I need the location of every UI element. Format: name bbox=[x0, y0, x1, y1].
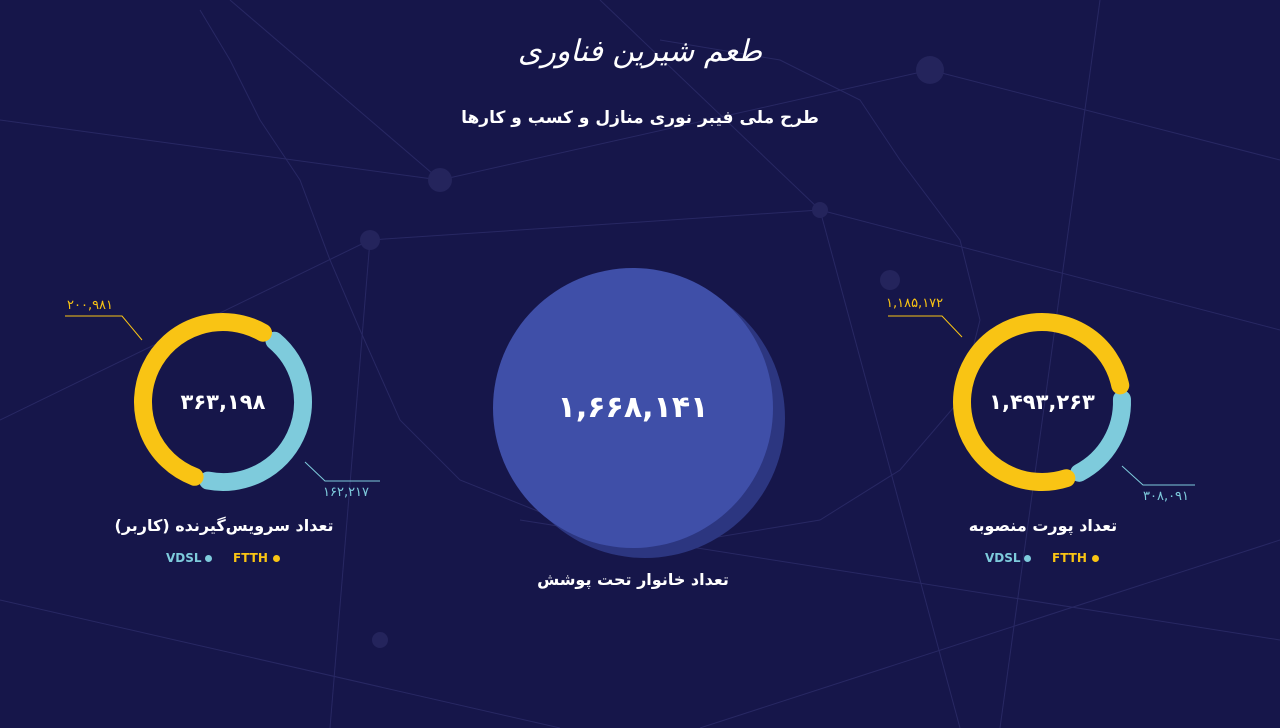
subscribers-total: ۳۶۳,۱۹۸ bbox=[180, 390, 266, 414]
vdsl-arc bbox=[1070, 390, 1131, 482]
ftth-dot-icon bbox=[273, 555, 280, 562]
households-disc bbox=[493, 268, 773, 548]
ftth-leader-line bbox=[65, 315, 143, 341]
subscribers-label: تعداد سرویس‌گیرنده (کاربر) bbox=[114, 516, 334, 535]
households-label: تعداد خانوار تحت پوشش bbox=[537, 570, 729, 589]
ports-vdsl-value: ۳۰۸,۰۹۱ bbox=[1143, 489, 1190, 504]
ftth-arc bbox=[134, 313, 272, 486]
households-value: ۱,۶۶۸,۱۴۱ bbox=[557, 390, 709, 425]
subscribers-vdsl-value: ۱۶۲,۲۱۷ bbox=[323, 485, 370, 500]
subscribers-donut bbox=[134, 313, 312, 491]
ports-ftth-value: ۱,۱۸۵,۱۷۲ bbox=[886, 296, 944, 311]
legend-ftth: FTTH bbox=[233, 551, 268, 565]
vdsl-leader-line bbox=[1121, 465, 1195, 486]
ports-label: تعداد پورت منصوبه bbox=[968, 516, 1118, 535]
ports-donut bbox=[953, 313, 1131, 491]
page-title: طرح ملی فیبر نوری منازل و کسب و کارها bbox=[461, 108, 819, 128]
legend-ftth: FTTH bbox=[1052, 551, 1087, 565]
ftth-leader-line bbox=[888, 315, 963, 338]
legend-vdsl: VDSL bbox=[166, 551, 202, 565]
ftth-dot-icon bbox=[1092, 555, 1099, 562]
subscribers-ftth-value: ۲۰۰,۹۸۱ bbox=[67, 298, 114, 313]
logo: طعم شیرین فناوری bbox=[517, 34, 763, 69]
legend-vdsl: VDSL bbox=[985, 551, 1021, 565]
vdsl-dot-icon bbox=[1024, 555, 1031, 562]
vdsl-dot-icon bbox=[205, 555, 212, 562]
ports-total: ۱,۴۹۳,۲۶۳ bbox=[989, 390, 1095, 414]
vdsl-leader-line bbox=[304, 461, 380, 482]
households-circle: ۱,۶۶۸,۱۴۱ bbox=[493, 268, 793, 568]
ftth-arc bbox=[953, 313, 1130, 491]
vdsl-arc bbox=[199, 331, 312, 491]
